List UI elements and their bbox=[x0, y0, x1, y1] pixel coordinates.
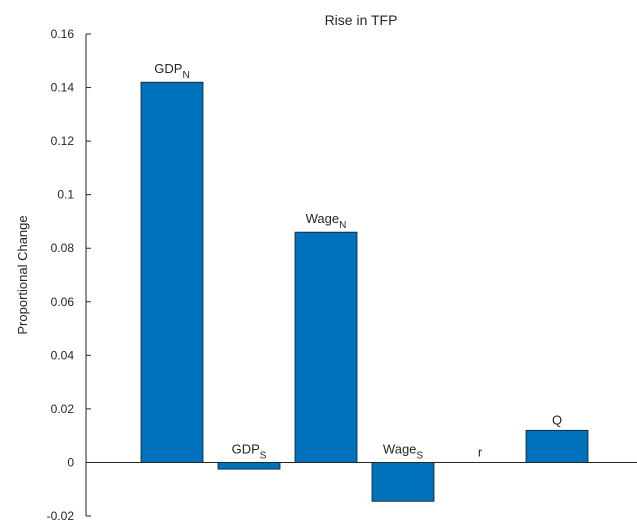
bar-label-q: Q bbox=[552, 412, 562, 427]
y-tick-label: -0.02 bbox=[47, 509, 75, 523]
bar-q bbox=[525, 429, 589, 463]
y-tick-label: 0.02 bbox=[51, 402, 75, 416]
bar-label-wages: WageS bbox=[383, 441, 423, 461]
y-tick-label: 0.04 bbox=[51, 348, 75, 362]
bar-wagen bbox=[294, 231, 358, 463]
y-tick-label: 0 bbox=[67, 455, 74, 469]
bar-label-subscript: S bbox=[260, 450, 267, 461]
bar-label-base: Q bbox=[552, 412, 562, 427]
bar-label-subscript: N bbox=[182, 70, 189, 81]
y-tick-label: 0.06 bbox=[51, 295, 75, 309]
y-tick-label: 0.16 bbox=[51, 27, 75, 41]
bar-label-r: r bbox=[478, 444, 483, 459]
y-tick-label: 0.08 bbox=[51, 241, 75, 255]
bar-wages bbox=[371, 462, 435, 502]
bar-label-subscript: S bbox=[416, 450, 423, 461]
bar-label-wagen: WageN bbox=[306, 211, 347, 231]
bar-label-gdpn: GDPN bbox=[154, 61, 189, 81]
y-tick-label: 0.14 bbox=[51, 81, 75, 95]
bar-label-base: GDP bbox=[154, 61, 182, 76]
bar-label-gdps: GDPS bbox=[232, 441, 267, 461]
y-tick-label: 0.1 bbox=[57, 188, 74, 202]
bar-label-base: r bbox=[478, 444, 483, 459]
bar-gdps bbox=[217, 462, 281, 470]
y-axis-label: Proportional Change bbox=[15, 215, 30, 334]
bars-group bbox=[140, 81, 589, 502]
bar-label-base: Wage bbox=[306, 211, 339, 226]
y-tick-label: 0.12 bbox=[51, 134, 75, 148]
bar-label-base: GDP bbox=[232, 441, 260, 456]
y-axis-ticks: -0.02 0 0.02 0.04 0.06 0.08 0.1 0.12 0.14 0.16 bbox=[47, 27, 91, 523]
bar-label-base: Wage bbox=[383, 441, 416, 456]
bar-gdpn bbox=[140, 81, 204, 463]
bar-label-subscript: N bbox=[339, 220, 346, 231]
chart-title: Rise in TFP bbox=[325, 12, 398, 28]
